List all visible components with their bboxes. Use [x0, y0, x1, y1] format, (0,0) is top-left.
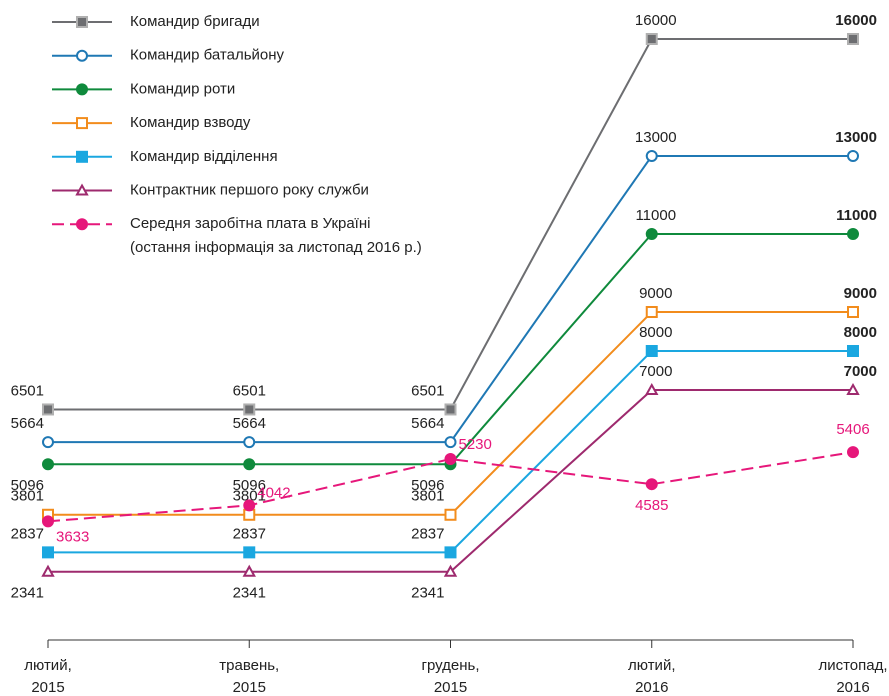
data-point	[243, 436, 256, 449]
data-point	[847, 228, 859, 241]
x-tick-label: травень,	[219, 657, 279, 674]
data-point	[243, 546, 256, 559]
data-label: 5406	[836, 421, 869, 438]
legend-marker	[75, 183, 89, 196]
legend-label: Командир відділення	[130, 148, 278, 165]
data-label: 3801	[233, 488, 266, 505]
data-point	[242, 564, 256, 577]
data-point	[847, 446, 859, 459]
legend-label: Контрактник першого року служби	[130, 181, 369, 198]
data-label: 3633	[56, 528, 89, 545]
x-tick-label: 2016	[836, 679, 869, 696]
data-label: 7000	[844, 363, 877, 380]
legend-label: Командир батальйону	[130, 47, 285, 64]
data-point	[443, 564, 458, 577]
data-point	[847, 345, 859, 358]
data-label: 8000	[639, 324, 672, 341]
data-label: 9000	[639, 285, 672, 302]
data-point	[645, 150, 658, 163]
legend-marker	[76, 49, 88, 62]
data-label: 2837	[11, 525, 44, 542]
data-point	[42, 403, 54, 416]
legend-label: Командир бригади	[130, 13, 260, 30]
series-line	[48, 350, 853, 554]
legend-marker	[76, 83, 88, 96]
data-label: 4585	[635, 497, 668, 514]
data-label: 6501	[411, 382, 444, 399]
x-tick-label: 2016	[635, 679, 668, 696]
data-label: 4042	[257, 484, 290, 501]
data-point	[444, 403, 457, 416]
data-label: 16000	[635, 12, 677, 29]
data-point	[243, 403, 256, 416]
data-label: 5096	[411, 477, 444, 494]
data-point	[846, 382, 860, 396]
x-tick-label: 2015	[31, 679, 64, 696]
data-point	[42, 436, 54, 449]
data-label: 2341	[11, 585, 44, 602]
data-point	[42, 515, 54, 528]
data-point	[847, 33, 859, 45]
data-label: 2837	[233, 525, 266, 542]
data-label: 2341	[233, 585, 266, 602]
data-label: 5096	[11, 477, 44, 494]
x-tick-label: грудень,	[421, 657, 479, 674]
series-line	[48, 389, 853, 573]
data-label: 9000	[844, 285, 877, 302]
data-point	[645, 478, 658, 491]
data-point	[645, 382, 659, 396]
data-label: 2837	[411, 525, 444, 542]
data-label: 5664	[233, 415, 266, 432]
data-label: 11000	[836, 207, 877, 224]
data-label: 6501	[11, 382, 44, 399]
data-point	[444, 508, 457, 521]
series-line	[47, 451, 854, 523]
data-point	[444, 546, 457, 559]
series-line	[48, 155, 853, 444]
data-point	[645, 345, 658, 358]
data-label: 7000	[639, 363, 672, 380]
data-point	[847, 150, 859, 163]
data-label: 2341	[411, 585, 444, 602]
data-point	[645, 306, 658, 319]
x-tick-label: листопад,	[818, 657, 887, 674]
data-label: 11000	[635, 207, 676, 224]
x-tick-label: 2015	[233, 679, 266, 696]
data-label: 13000	[835, 129, 877, 146]
data-point	[42, 458, 54, 471]
data-point	[243, 499, 256, 512]
data-label: 3801	[11, 488, 44, 505]
legend-marker	[76, 150, 88, 163]
data-point	[645, 228, 658, 241]
data-point	[444, 453, 457, 466]
data-label: 8000	[844, 324, 877, 341]
legend-label: Середня заробітна плата в Україні	[130, 215, 370, 232]
legend-marker	[76, 16, 88, 28]
x-tick-label: лютий,	[24, 657, 71, 674]
data-point	[243, 458, 256, 471]
data-label: 13000	[635, 129, 677, 146]
legend-label: Командир роти	[130, 80, 235, 97]
data-point	[444, 436, 457, 449]
legend-marker	[76, 218, 88, 231]
data-label: 5664	[411, 415, 444, 432]
data-label: 5664	[11, 415, 44, 432]
data-point	[645, 33, 658, 45]
x-tick-label: 2015	[434, 679, 467, 696]
series-line	[48, 233, 853, 466]
legend-label: (остання інформація за листопад 2016 р.)	[130, 239, 422, 256]
data-label: 3801	[411, 488, 444, 505]
data-label: 5230	[459, 436, 492, 453]
data-label: 6501	[233, 382, 266, 399]
data-label: 5096	[233, 477, 266, 494]
data-point	[41, 564, 55, 577]
data-label: 16000	[835, 12, 877, 29]
legend-marker	[76, 117, 88, 130]
data-point	[42, 546, 54, 559]
data-point	[847, 306, 859, 319]
legend-label: Командир взводу	[130, 114, 251, 131]
x-tick-label: лютий,	[628, 657, 675, 674]
